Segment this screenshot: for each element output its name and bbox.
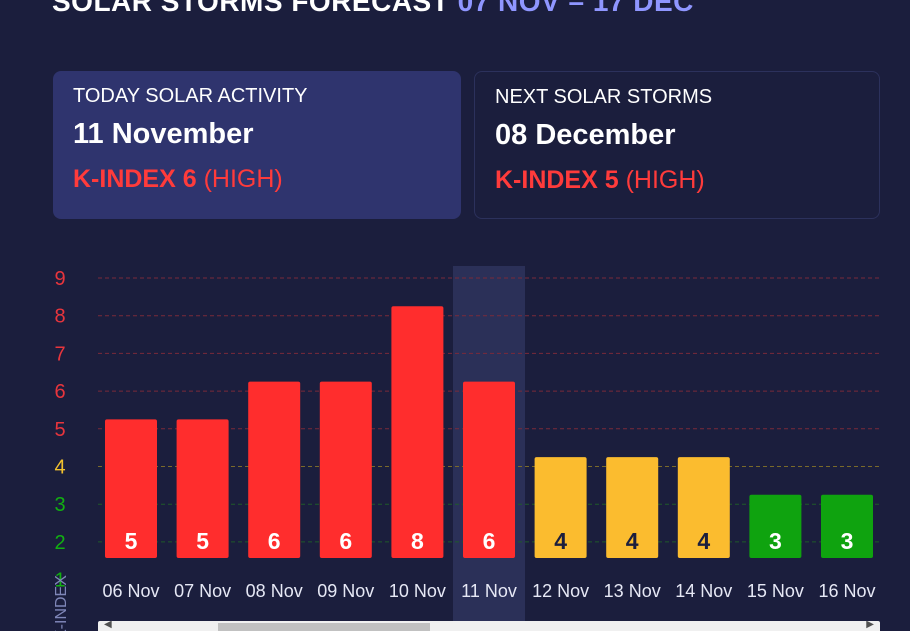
bar-12-nov (534, 457, 587, 558)
y-tick-label: 8 (54, 306, 65, 328)
x-tick-label: 16 Nov (818, 581, 875, 601)
y-tick-label: 3 (54, 494, 65, 516)
bar-07-nov (176, 419, 229, 558)
y-tick-label: 9 (54, 268, 65, 290)
bar-13-nov (606, 457, 659, 558)
x-tick-label: 13 Nov (604, 581, 661, 601)
bar-value-label: 5 (196, 528, 209, 554)
today-card-label: TODAY SOLAR ACTIVITY (73, 85, 308, 107)
bar-14-nov (677, 457, 730, 558)
bar-value-label: 3 (769, 528, 782, 554)
bar-value-label: 6 (268, 528, 281, 554)
next-kindex: K-INDEX 5 (495, 166, 619, 194)
next-card-date: 08 December (495, 119, 676, 151)
today-kindex: K-INDEX 6 (73, 165, 197, 193)
bar-06-nov (105, 419, 157, 558)
next-card-label: NEXT SOLAR STORMS (495, 86, 713, 108)
bar-11-nov (463, 381, 515, 558)
bar-10-nov (391, 306, 444, 558)
bar-value-label: 4 (697, 528, 710, 554)
bar-16-nov (821, 494, 873, 558)
today-level: (HIGH) (203, 165, 283, 193)
chart-horizontal-scrollbar[interactable]: ◀ ▶ (98, 619, 880, 631)
bar-value-label: 6 (339, 528, 352, 554)
today-card-date: 11 November (73, 118, 254, 150)
x-tick-label: 12 Nov (532, 581, 589, 601)
x-tick-label: 11 Nov (461, 581, 517, 601)
next-storms-card: NEXT SOLAR STORMS 08 December K-INDEX 5 … (474, 71, 880, 219)
title-text: SOLAR STORMS FORECAST (52, 0, 450, 17)
x-tick-label: 10 Nov (389, 581, 446, 601)
y-tick-label: 1 (54, 570, 65, 592)
scroll-left-arrow-icon[interactable]: ◀ (104, 619, 112, 630)
x-tick-label: 08 Nov (246, 581, 303, 601)
bar-value-label: 5 (125, 528, 138, 554)
today-kindex-line: K-INDEX 6 (HIGH) (73, 165, 441, 194)
y-tick-label: 4 (54, 457, 65, 479)
next-kindex-line: K-INDEX 5 (HIGH) (495, 166, 859, 195)
y-tick-label: 2 (54, 532, 65, 554)
y-tick-label: 7 (54, 343, 65, 365)
y-tick-label: 6 (54, 381, 65, 403)
bar-value-label: 4 (626, 528, 639, 554)
next-level: (HIGH) (625, 166, 705, 194)
y-axis-label: K-INDEX (53, 575, 70, 631)
bar-09-nov (319, 381, 372, 558)
page-title: SOLAR STORMS FORECAST 07 NOV – 17 DEC (52, 0, 694, 18)
bar-15-nov (749, 494, 802, 558)
x-tick-label: 15 Nov (747, 581, 804, 601)
today-activity-card: TODAY SOLAR ACTIVITY 11 November K-INDEX… (53, 71, 461, 219)
bar-value-label: 6 (483, 528, 496, 554)
scrollbar-thumb[interactable] (218, 623, 430, 631)
bar-value-label: 3 (841, 528, 854, 554)
x-tick-label: 06 Nov (102, 581, 159, 601)
scroll-right-arrow-icon[interactable]: ▶ (866, 619, 874, 630)
bar-08-nov (248, 381, 301, 558)
bar-value-label: 8 (411, 528, 424, 554)
bar-value-label: 4 (554, 528, 567, 554)
x-tick-label: 07 Nov (174, 581, 231, 601)
y-tick-label: 5 (54, 419, 65, 441)
title-date-range: 07 NOV – 17 DEC (457, 0, 694, 17)
x-tick-label: 09 Nov (317, 581, 374, 601)
x-tick-label: 14 Nov (675, 581, 732, 601)
